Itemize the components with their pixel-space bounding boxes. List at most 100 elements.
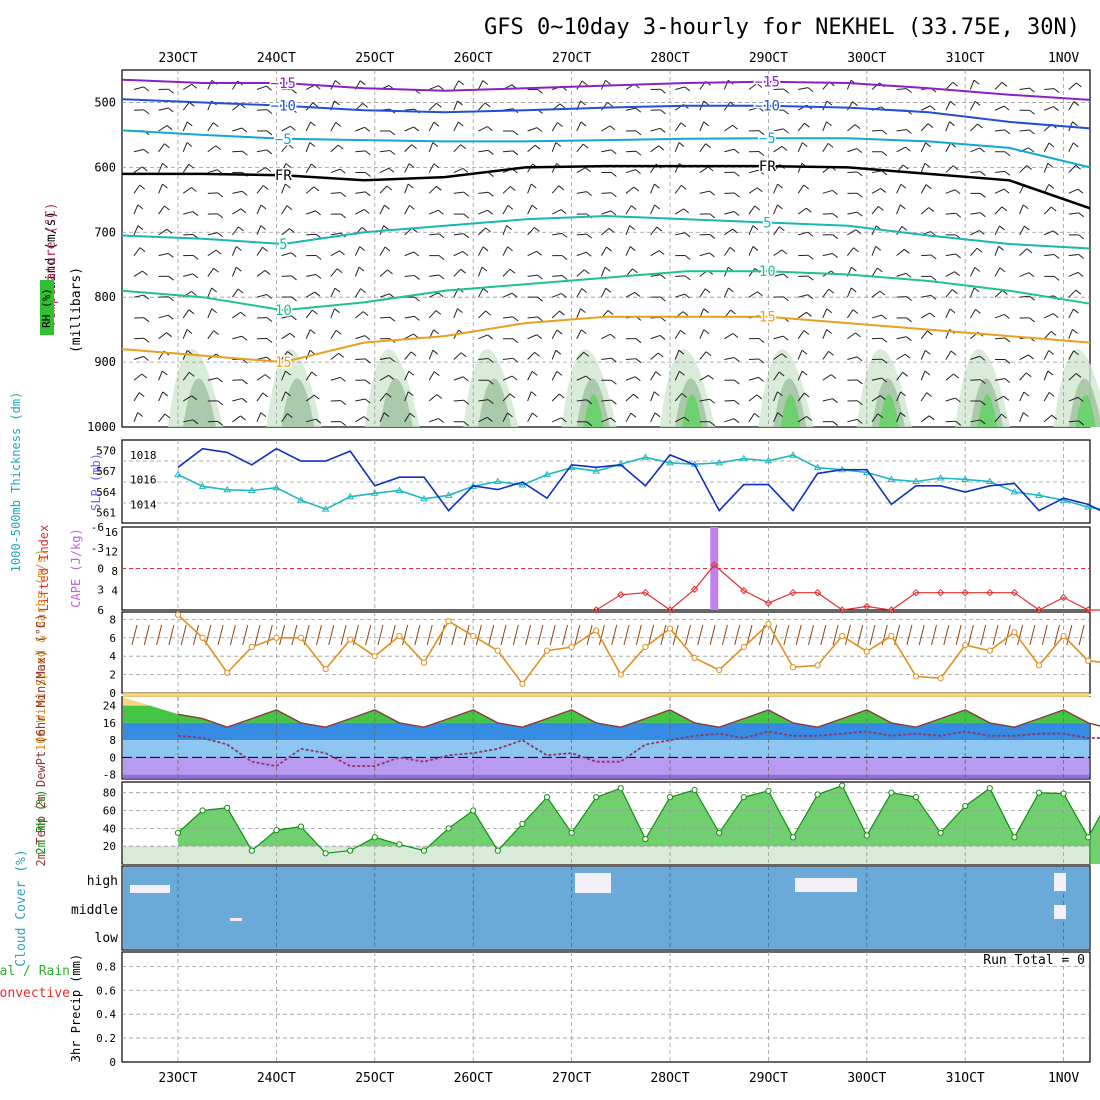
- wind-barb-flag: [850, 287, 857, 293]
- cloud-block: [1054, 905, 1066, 919]
- data-point: [936, 474, 945, 481]
- wind-barb-flag: [407, 391, 414, 397]
- wind-barb: [674, 416, 685, 423]
- wind-barb-flag: [855, 332, 861, 338]
- wind-barb-flag: [606, 246, 612, 252]
- surface-wind-barb: [943, 624, 950, 646]
- wind-barb-flag: [266, 85, 272, 91]
- wind-barb-flag: [1053, 276, 1060, 281]
- wind-barb: [502, 186, 511, 194]
- wind-barb: [1019, 354, 1029, 360]
- wind-barb-flag: [634, 292, 641, 297]
- wind-barb: [256, 412, 262, 423]
- wind-barb: [945, 189, 956, 194]
- data-point: [493, 477, 502, 484]
- wind-barb: [576, 143, 584, 153]
- wind-barb-flag: [312, 309, 318, 315]
- wind-barb: [527, 183, 532, 194]
- wind-barb-flag: [336, 268, 343, 274]
- wind-barb: [502, 375, 513, 381]
- wind-barb: [1019, 272, 1030, 277]
- wind-barb: [773, 249, 783, 257]
- surface-wind-barb: [180, 624, 187, 646]
- rh-point: [174, 829, 182, 836]
- wind-barb-flag: [340, 421, 347, 427]
- wind-barb: [994, 206, 1003, 215]
- wind-barb: [625, 412, 632, 423]
- wind-barb-flag: [414, 315, 420, 321]
- rh-area: [583, 394, 604, 427]
- wind-barb-flag: [783, 109, 789, 115]
- wind-barb: [945, 271, 955, 277]
- wind-barb-flag: [952, 165, 959, 171]
- wind-barb-flag: [291, 275, 297, 281]
- wind-barb: [625, 291, 636, 298]
- wind-barb: [601, 228, 610, 236]
- wind-barb-flag: [242, 358, 248, 364]
- isotherm-line: [121, 270, 1091, 312]
- wind-barb-flag: [212, 122, 219, 128]
- wind-barb-flag: [485, 310, 491, 316]
- rh-area: [379, 378, 413, 427]
- wind-barb: [232, 190, 243, 194]
- wind-barb-flag: [881, 337, 888, 343]
- wind-barb: [183, 419, 194, 423]
- wind-barb-flag: [188, 163, 195, 169]
- wind-barb: [453, 167, 464, 174]
- wind-barb: [429, 274, 440, 277]
- wind-barb: [1068, 82, 1077, 90]
- lifted-index-point: [690, 585, 699, 593]
- wind-barb-flag: [899, 204, 906, 210]
- isotherm-label: 10: [759, 264, 776, 280]
- wind-barb: [847, 247, 854, 256]
- wind-barb: [232, 127, 243, 132]
- wind-barb: [797, 207, 807, 215]
- rh-point: [297, 823, 305, 830]
- isotherm-line: [121, 78, 1091, 101]
- wind-barb: [527, 274, 538, 277]
- wind-barb-flag: [240, 311, 246, 317]
- wind-barb-flag: [435, 310, 442, 315]
- wind-barb-flag: [561, 293, 567, 298]
- data-point: [1084, 503, 1093, 510]
- wind-barb-flag: [191, 291, 197, 296]
- data-point: [444, 491, 453, 498]
- wind-barb: [404, 126, 414, 132]
- wind-barb-flag: [1051, 414, 1058, 420]
- lifted-index-point: [592, 606, 600, 614]
- wind-barb-flag: [290, 125, 296, 131]
- wind-barb: [871, 267, 878, 277]
- rh-point: [740, 794, 747, 801]
- wind-barb-flag: [684, 275, 691, 281]
- wind-barb: [847, 171, 858, 174]
- wind-barb-flag: [1002, 290, 1008, 295]
- pressure-tick: 900: [94, 355, 116, 369]
- data-point: [272, 483, 281, 491]
- wind-barb-flag: [1050, 331, 1057, 336]
- wind-barb: [330, 376, 341, 381]
- wind-barb: [379, 185, 388, 194]
- wind-barb-flag: [143, 356, 149, 361]
- wind-barb-flag: [168, 107, 174, 113]
- wind-barb: [1043, 163, 1049, 173]
- wind-barb-flag: [660, 316, 666, 322]
- wind-barb-flag: [733, 211, 740, 216]
- wind-barb-flag: [358, 266, 365, 272]
- wind-barb: [1043, 370, 1049, 381]
- wind-barb: [428, 350, 434, 360]
- wind-barb-flag: [585, 251, 592, 257]
- wind-barb: [552, 275, 563, 277]
- wind-barb-flag: [507, 204, 514, 210]
- wind-barb-flag: [703, 121, 710, 127]
- wind-barb: [305, 394, 315, 402]
- wind-barb-flag: [999, 267, 1006, 273]
- data-point: [322, 665, 329, 673]
- wind-barb-flag: [315, 255, 322, 260]
- surface-wind-barb: [242, 624, 249, 646]
- wind-barb-flag: [832, 253, 838, 258]
- wind-barb-flag: [512, 357, 519, 363]
- wind-barb: [748, 413, 755, 423]
- wind-barb: [207, 330, 215, 340]
- wind-barb-flag: [359, 80, 366, 86]
- wind-barb-flag: [881, 151, 888, 157]
